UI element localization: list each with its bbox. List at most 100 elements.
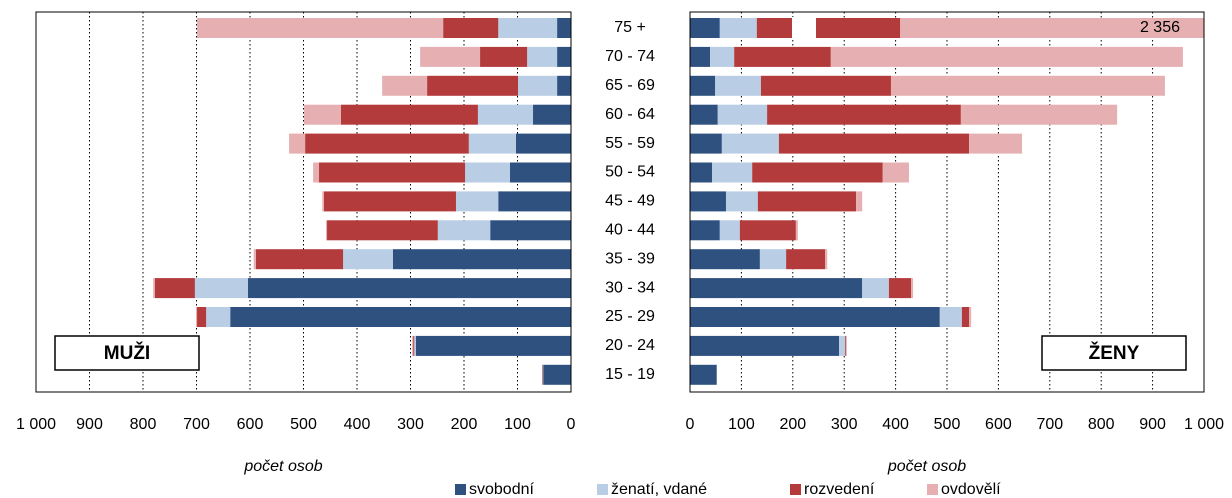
category-label: 75 + [614,19,646,36]
bar [717,104,768,125]
bar [437,220,491,241]
bar [392,249,571,270]
x-tick-label: 500 [290,416,317,433]
bar [255,249,344,270]
x-tick-label: 600 [985,416,1012,433]
bar [961,307,970,327]
bar [154,278,195,299]
bar [830,46,1183,67]
bar [757,191,857,212]
panel-label: ŽENY [1089,342,1140,364]
bar [825,249,828,270]
annotation: 2 356 [1140,19,1180,36]
panel-label-box [1041,335,1187,371]
bar [969,133,1023,154]
x-tick-label: 500 [934,416,961,433]
bar [760,75,891,96]
x-tick-label: 1 000 [16,416,56,433]
legend-swatch [790,484,801,495]
bar [752,162,883,183]
bar [498,191,571,212]
bar [542,364,543,385]
category-label: 60 - 64 [605,106,655,123]
bar [759,249,787,270]
x-tick-label: 700 [1036,416,1063,433]
bar [468,133,516,154]
bar [420,46,481,67]
bar [839,335,846,356]
bar [690,249,760,270]
bar [533,104,571,125]
legend-swatch [927,484,938,495]
panel-label: MUŽI [104,342,150,364]
legend-label: rozvedení [804,481,875,498]
category-label: 55 - 59 [605,135,655,152]
bar [690,46,711,67]
bar [690,364,717,385]
bars [690,18,1204,385]
x-tick-label: 900 [1139,416,1166,433]
category-label: 25 - 29 [605,308,655,325]
bar [862,278,889,299]
bar [690,191,726,212]
x-tick-label: 700 [183,416,210,433]
x-tick-label: 400 [344,416,371,433]
legend-swatch [455,484,466,495]
bar [465,162,511,183]
bar [195,307,198,327]
bar [543,364,571,385]
bar [856,191,863,212]
bar [557,46,571,67]
bar [319,162,466,183]
bar [786,249,826,270]
x-tick-label: 800 [1088,416,1115,433]
bar [343,249,393,270]
bar [557,75,571,96]
x-axis-label: počet osob [887,458,966,475]
x-tick-label: 300 [831,416,858,433]
x-tick-label: 300 [397,416,424,433]
bar [890,75,1165,96]
bar [715,75,761,96]
plot-frame [35,11,572,393]
category-label: 50 - 54 [605,164,655,181]
bar [153,278,155,299]
bar [510,162,571,183]
x-tick-label: 1 000 [1184,416,1224,433]
x-axis-label: počet osob [243,458,322,475]
bar [340,104,478,125]
bar [542,364,544,385]
bar [734,46,831,67]
bar [414,335,416,356]
category-label: 45 - 49 [605,193,655,210]
category-label: 15 - 19 [605,366,655,383]
legend-label: ženatí, vdané [611,481,707,498]
bar [518,75,558,96]
x-tick-label: 200 [451,416,478,433]
bar [690,307,940,327]
bar [498,18,558,38]
panel-label-box [54,335,200,371]
bar [443,18,499,38]
x-tick-label: 400 [882,416,909,433]
category-label: 30 - 34 [605,279,655,296]
bar [888,278,912,299]
bar [690,220,720,241]
bar [767,104,961,125]
bar [413,335,415,356]
bar [712,162,753,183]
bar [690,162,713,183]
bar [690,278,863,299]
bar [327,220,438,241]
bar [313,162,320,183]
bar [490,220,571,241]
bar [247,278,571,299]
category-label: 40 - 44 [605,222,655,239]
bar [690,104,718,125]
bar [557,18,571,38]
bar [845,335,847,356]
bar [969,307,972,327]
bar [477,104,534,125]
bar [206,307,231,327]
bar [323,191,456,212]
